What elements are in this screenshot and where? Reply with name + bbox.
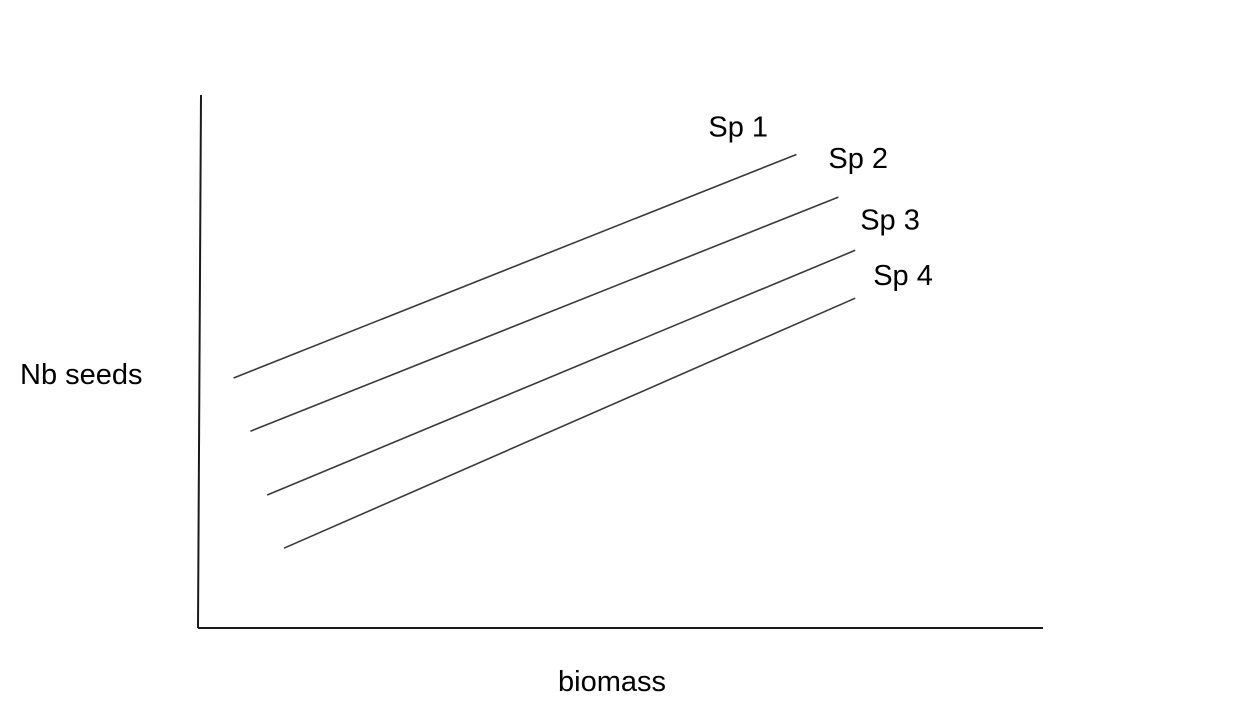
series-lines	[233, 153, 856, 549]
series-labels: Sp 1 Sp 2 Sp 3 Sp 4	[708, 112, 932, 293]
y-axis	[197, 94, 202, 629]
series-line-3	[266, 249, 856, 496]
series-label-3: Sp 3	[860, 204, 920, 236]
series-line-1	[233, 153, 797, 379]
y-axis-label: Nb seeds	[20, 359, 143, 391]
series-label-2: Sp 2	[828, 143, 888, 175]
x-axis-label: biomass	[558, 666, 666, 698]
series-line-4	[283, 297, 856, 549]
series-label-4: Sp 4	[873, 260, 933, 292]
series-line-2	[250, 196, 839, 432]
series-label-1: Sp 1	[708, 112, 768, 144]
